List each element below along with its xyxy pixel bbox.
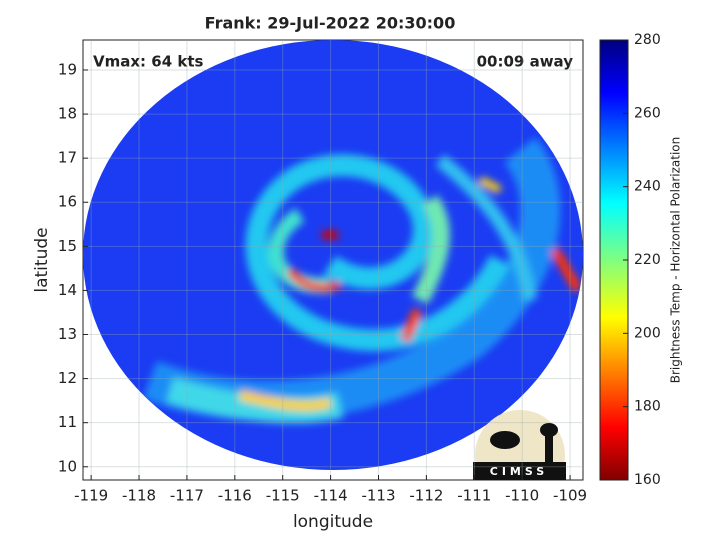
x-axis-label: longitude [293, 512, 373, 532]
colorbar-tick-label: 240 [634, 179, 661, 195]
y-tick-label: 19 [58, 60, 77, 78]
x-tick-label: -113 [361, 487, 395, 505]
y-tick-label: 12 [58, 369, 77, 387]
x-tick-label: -115 [266, 487, 300, 505]
x-tick-label: -114 [314, 487, 348, 505]
y-axis-label: latitude [32, 227, 52, 292]
x-tick-label: -112 [409, 487, 443, 505]
colorbar-tick-label: 220 [634, 252, 661, 268]
x-tick-label: -116 [218, 487, 252, 505]
x-tick-label: -111 [457, 487, 491, 505]
colorbar-tick-label: 160 [634, 472, 661, 488]
y-tick-label: 11 [58, 413, 77, 431]
colorbar-tick-label: 180 [634, 399, 661, 415]
colorbar-tick-label: 280 [634, 32, 661, 48]
x-tick-label: -119 [74, 487, 108, 505]
annotation: Vmax: 64 kts [93, 53, 203, 71]
x-tick-label: -117 [170, 487, 204, 505]
y-tick-label: 13 [58, 325, 77, 343]
logo: CIMSS [473, 410, 566, 480]
x-tick-label: -118 [122, 487, 156, 505]
colorbar-tick-label: 200 [634, 325, 661, 341]
y-tick-label: 15 [58, 237, 77, 255]
chart-title: Frank: 29-Jul-2022 20:30:00 [205, 14, 456, 33]
y-tick-label: 18 [58, 105, 77, 123]
colorbar-label: Brightness Temp - Horizontal Polarizatio… [669, 137, 683, 384]
brightness-image: CIMSS [83, 40, 583, 480]
x-tick-label: -109 [553, 487, 587, 505]
x-tick-label: -110 [505, 487, 539, 505]
y-tick-label: 14 [58, 281, 77, 299]
y-tick-label: 10 [58, 457, 77, 475]
y-tick-label: 16 [58, 193, 77, 211]
y-tick-label: 17 [58, 149, 77, 167]
logo-text: CIMSS [490, 465, 548, 478]
colorbar-tick-label: 260 [634, 105, 661, 121]
annotation: 00:09 away [477, 53, 574, 71]
